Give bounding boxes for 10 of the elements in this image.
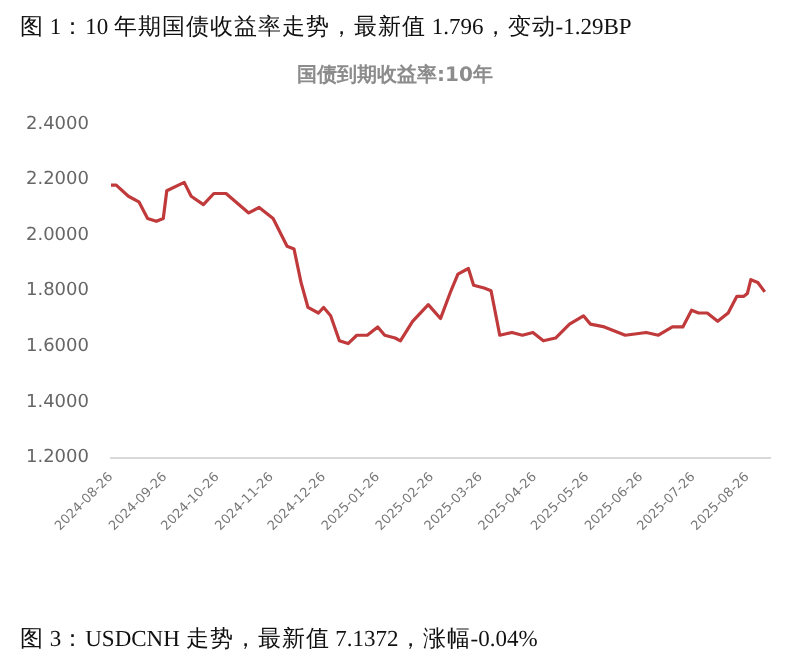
y-tick-label: 1.6000 [25,337,90,358]
caption: 图 1：10 年期国债收益率走势，最新值 1.796，变动-1.29BP [20,12,632,42]
y-tick-label: 2.0000 [25,225,90,246]
y-tick-label: 2.2000 [25,170,90,191]
y-tick-label: 1.8000 [25,281,90,302]
chart-title: 国债到期收益率:10年 [297,63,493,88]
y-tick-label: 1.4000 [25,392,90,413]
y-tick-label: 1.2000 [25,448,90,469]
y-tick-label: 2.4000 [25,114,90,135]
caption: 图 3：USDCNH 走势，最新值 7.1372，涨幅-0.04% [20,624,538,654]
